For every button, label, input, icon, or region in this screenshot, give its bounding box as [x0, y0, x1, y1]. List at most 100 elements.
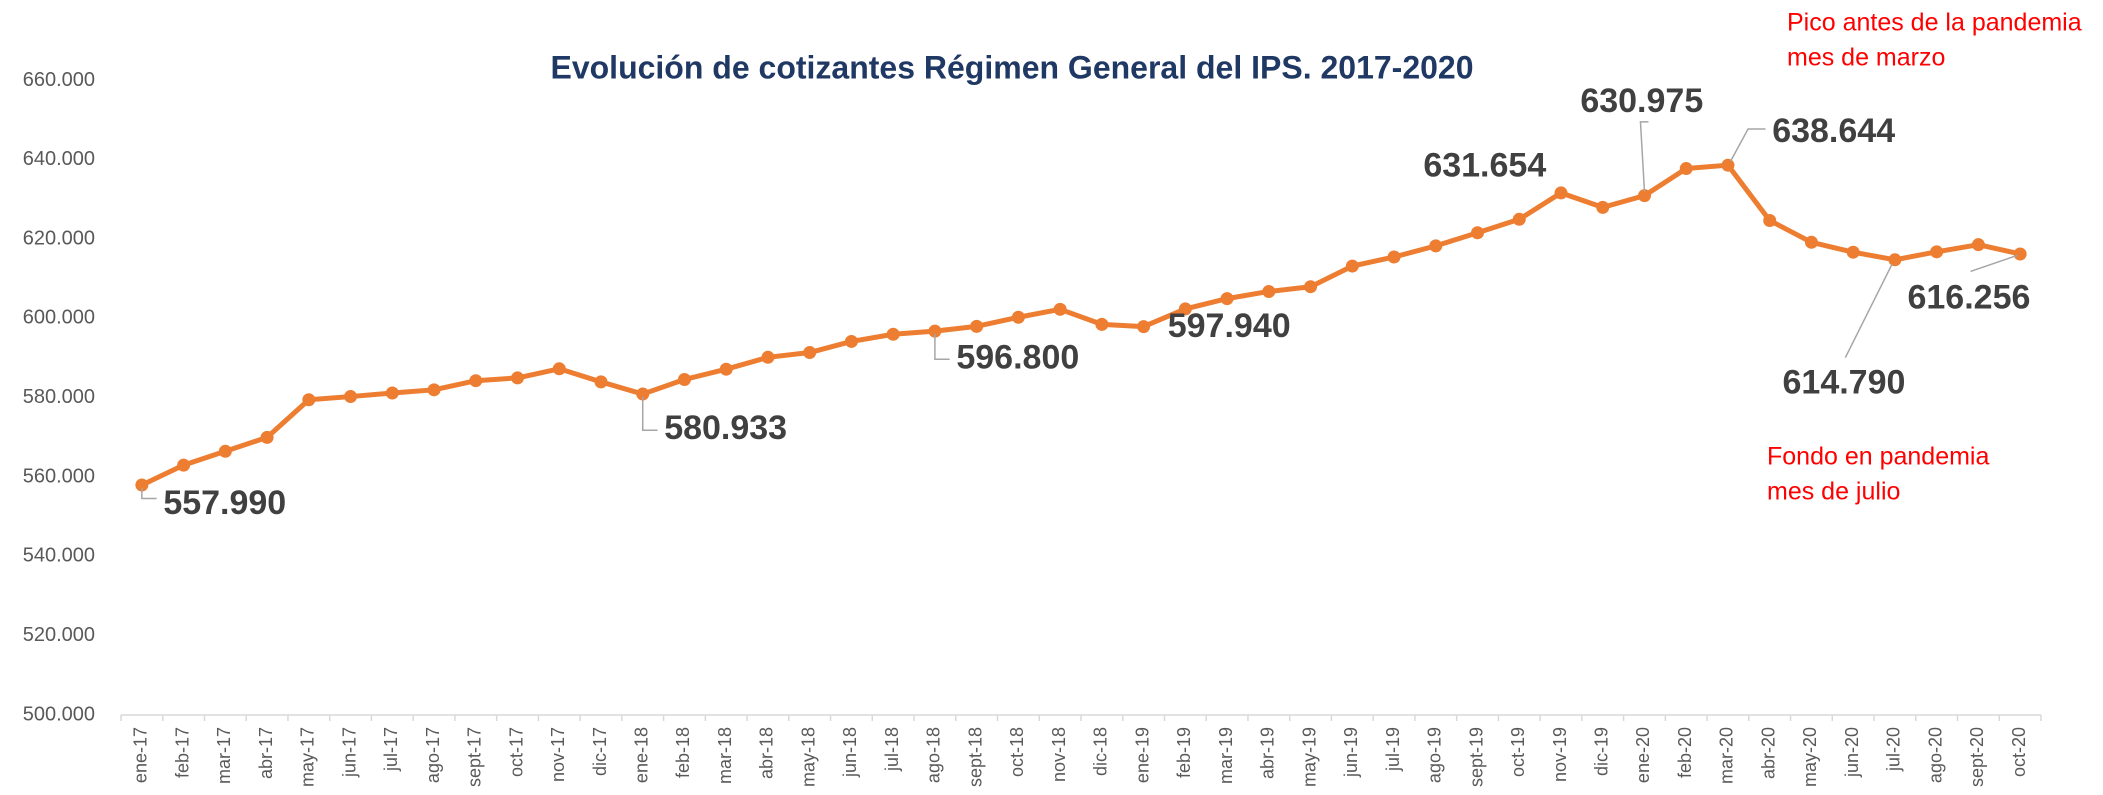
point-marker	[1471, 226, 1485, 240]
point-marker	[844, 334, 858, 348]
x-tick-label: sept-18	[965, 727, 985, 787]
x-tick-label: jul-20	[1884, 727, 1904, 772]
y-tick-label: 580.000	[23, 386, 95, 408]
x-tick-label: sept-19	[1466, 727, 1486, 787]
x-tick-label: ene-19	[1132, 727, 1152, 783]
x-tick-label: may-18	[798, 727, 818, 787]
point-marker	[552, 362, 566, 376]
point-marker	[677, 373, 691, 387]
x-tick-label: ene-18	[631, 727, 651, 783]
point-marker	[511, 371, 525, 385]
x-tick-label: feb-17	[172, 727, 192, 778]
point-marker	[1721, 158, 1735, 172]
point-marker	[1178, 302, 1192, 316]
x-tick-label: ago-17	[423, 727, 443, 783]
x-tick-label: dic-17	[590, 727, 610, 776]
x-tick-label: nov-17	[548, 727, 568, 782]
point-marker	[1387, 250, 1401, 264]
point-marker	[218, 444, 232, 458]
x-tick-label: ago-19	[1425, 727, 1445, 783]
x-tick-label: jun-20	[1842, 727, 1862, 778]
data-label: 614.790	[1783, 363, 1906, 401]
point-marker	[469, 374, 483, 388]
point-marker	[1930, 245, 1944, 259]
x-tick-label: feb-18	[673, 727, 693, 778]
x-tick-label: jul-17	[381, 727, 401, 772]
x-tick-label: nov-19	[1550, 727, 1570, 782]
point-marker	[1804, 235, 1818, 249]
leader-line	[1844, 263, 1893, 359]
data-label: 638.644	[1772, 112, 1895, 150]
y-tick-label: 560.000	[23, 465, 95, 487]
point-marker	[594, 375, 608, 389]
point-marker	[761, 350, 775, 364]
x-tick-label: abr-19	[1258, 727, 1278, 779]
x-tick-label: oct-19	[1508, 727, 1528, 777]
point-marker	[1011, 310, 1025, 324]
point-marker	[928, 324, 942, 338]
x-tick-label: mar-18	[715, 727, 735, 784]
x-tick-label: abr-20	[1758, 727, 1778, 779]
x-tick-label: may-20	[1800, 727, 1820, 787]
x-tick-label: jun-19	[1341, 727, 1361, 778]
x-tick-label: jun-18	[840, 727, 860, 778]
point-marker	[970, 319, 984, 333]
x-tick-label: mar-17	[214, 727, 234, 784]
point-marker	[1971, 238, 1985, 252]
y-tick-label: 520.000	[23, 624, 95, 646]
y-tick-label: 500.000	[23, 703, 95, 725]
point-marker	[886, 327, 900, 341]
x-tick-label: sept-20	[1967, 727, 1987, 787]
point-marker	[1429, 239, 1443, 253]
data-label: 631.654	[1423, 146, 1546, 184]
x-tick-label: ago-20	[1925, 727, 1945, 783]
point-marker	[636, 387, 650, 401]
x-tick-label: feb-19	[1174, 727, 1194, 778]
x-tick-label: mar-19	[1216, 727, 1236, 784]
chart-title: Evolución de cotizantes Régimen General …	[550, 49, 1473, 85]
point-marker	[1345, 259, 1359, 273]
point-marker	[260, 430, 274, 444]
point-marker	[1637, 189, 1651, 203]
x-tick-label: dic-19	[1591, 727, 1611, 776]
leader-line	[1970, 254, 2018, 273]
point-marker	[1596, 200, 1610, 214]
point-marker	[344, 390, 358, 404]
x-tick-label: jun-17	[339, 727, 359, 778]
x-tick-label: oct-18	[1007, 727, 1027, 777]
point-marker	[1262, 284, 1276, 298]
annotation: Fondo en pandemia	[1767, 443, 1989, 471]
point-marker	[1846, 245, 1860, 259]
x-tick-label: may-17	[298, 727, 318, 787]
point-marker	[177, 458, 191, 472]
annotation: mes de julio	[1767, 478, 1900, 506]
data-label: 616.256	[1907, 279, 2030, 317]
x-tick-label: dic-18	[1091, 727, 1111, 776]
x-tick-label: oct-17	[506, 727, 526, 777]
data-label: 630.975	[1580, 82, 1703, 120]
annotation: mes de marzo	[1787, 44, 1945, 72]
data-label: 596.800	[956, 338, 1079, 376]
point-marker	[2013, 247, 2027, 261]
x-tick-label: jul-19	[1383, 727, 1403, 772]
series-line	[140, 162, 2021, 488]
y-tick-label: 640.000	[23, 148, 95, 170]
leader-line	[1729, 128, 1766, 162]
annotation: Pico antes de la pandemia	[1787, 9, 2082, 37]
x-tick-label: may-19	[1299, 727, 1319, 787]
x-tick-label: ago-18	[924, 727, 944, 783]
x-tick-label: nov-18	[1049, 727, 1069, 782]
leader-line	[141, 487, 157, 500]
point-marker	[427, 383, 441, 397]
point-marker	[1137, 320, 1151, 334]
point-marker	[1888, 253, 1902, 267]
x-tick-label: jul-18	[882, 727, 902, 772]
point-marker	[135, 478, 149, 492]
y-tick-label: 660.000	[23, 69, 95, 91]
point-marker	[1554, 186, 1568, 200]
x-tick-label: sept-17	[465, 727, 485, 787]
x-tick-label: feb-20	[1675, 727, 1695, 778]
x-tick-label: abr-17	[256, 727, 276, 779]
